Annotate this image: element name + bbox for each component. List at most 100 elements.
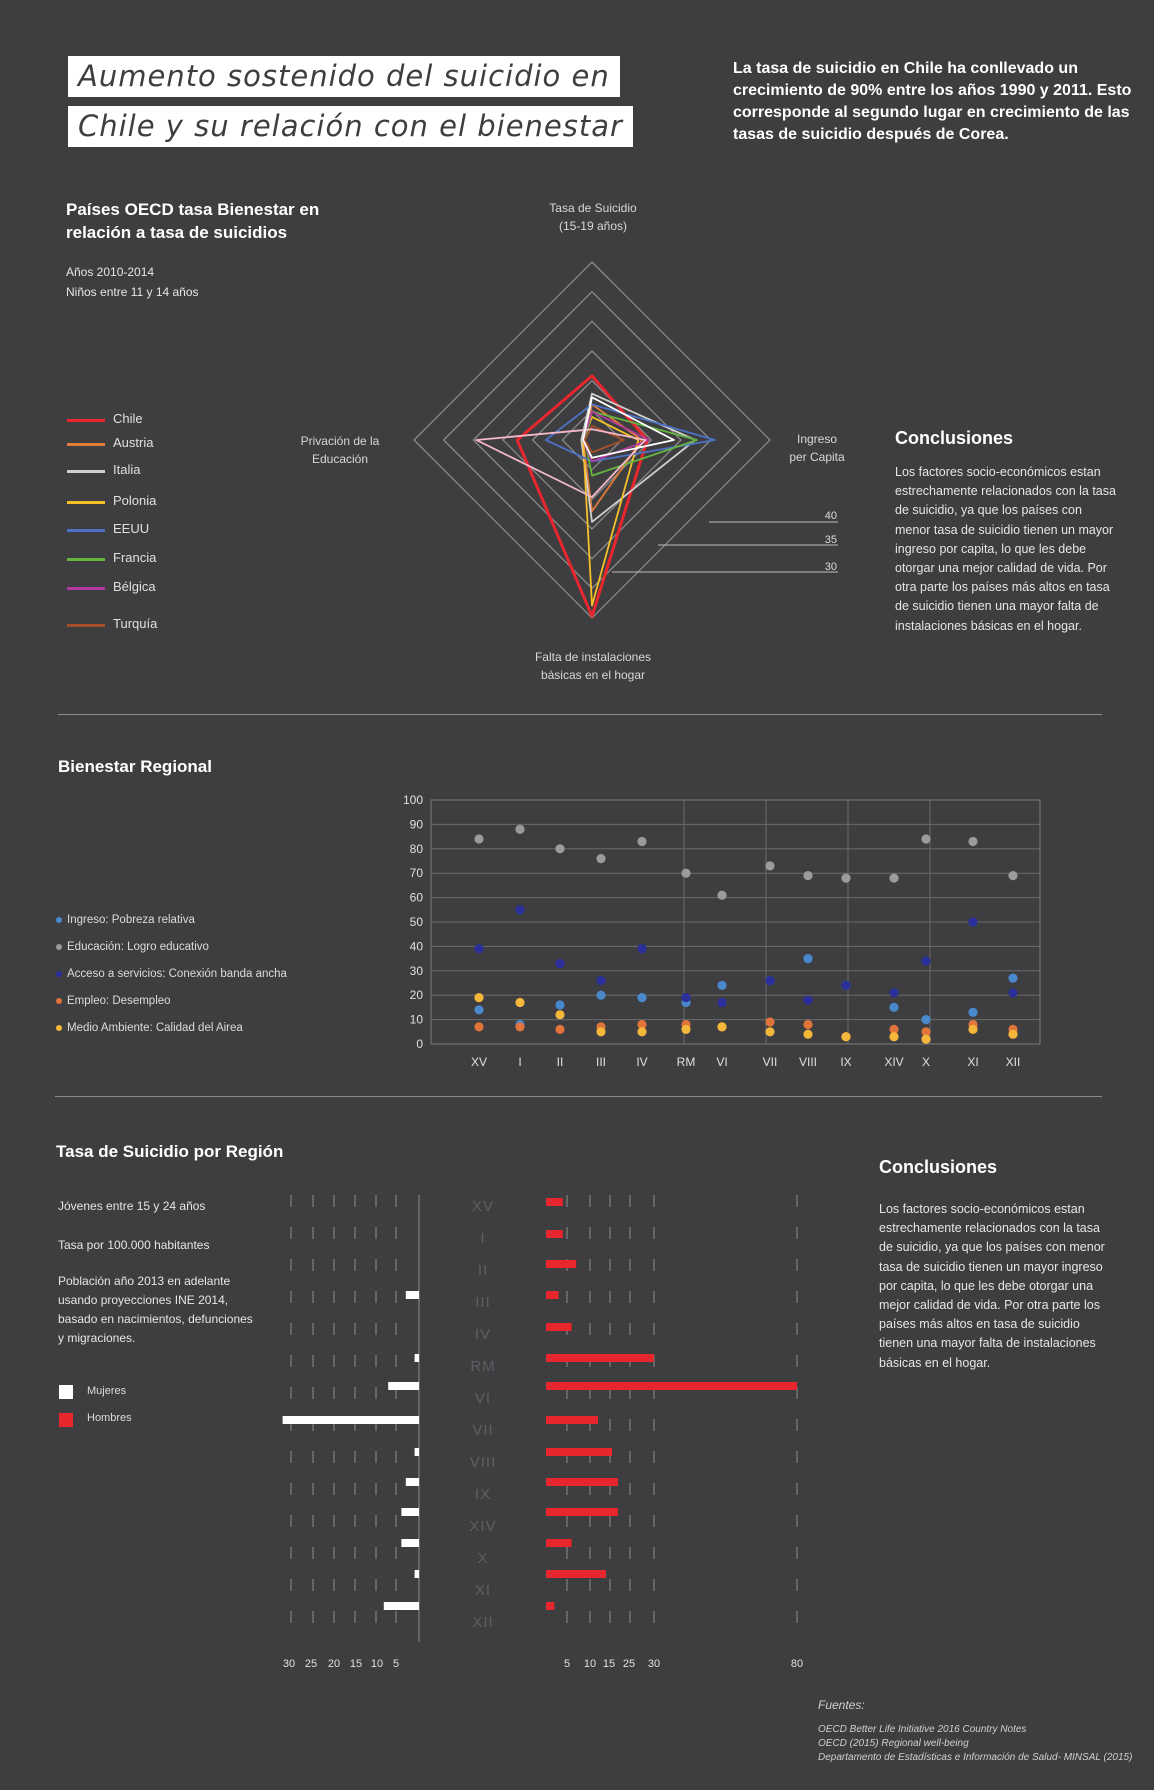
bars-right-tick: 25 xyxy=(623,1658,635,1670)
axis-label-facilities-2: básicas en el hogar xyxy=(541,668,645,682)
source-line-1: OECD Better Life Initiative 2016 Country… xyxy=(818,1724,1027,1735)
bars-region-xii: XII xyxy=(472,1614,493,1631)
scatter-ytick: 0 xyxy=(416,1037,423,1051)
bars-left-tick: 30 xyxy=(283,1658,295,1670)
radar-conclusions-text: Los factores socio-económicos estan estr… xyxy=(895,465,1116,633)
scatter-point-s3-ii xyxy=(555,1024,565,1034)
legend-men-swatch xyxy=(59,1413,73,1427)
scatter-xtick-ix: IX xyxy=(840,1055,851,1069)
scatter-point-s2-ii xyxy=(555,958,565,969)
scatter-point-s2-xi xyxy=(968,917,978,927)
scatter-xtick-vii: VII xyxy=(763,1055,778,1069)
legend-swatch-polonia xyxy=(67,501,105,504)
scatter-legend-dot-3 xyxy=(56,997,62,1004)
scatter-title: Bienestar Regional xyxy=(58,757,212,776)
scatter-point-s1-xi xyxy=(968,836,978,847)
legend-men-label: Hombres xyxy=(87,1412,132,1424)
scatter-point-s4-xiv xyxy=(889,1032,899,1042)
scatter-xtick-xiv: XIV xyxy=(884,1055,903,1069)
bar-women-row-4 xyxy=(414,1354,419,1362)
bar-men-row-10 xyxy=(546,1508,618,1516)
axis-label-facilities-1: Falta de instalaciones xyxy=(535,650,651,664)
scatter-point-s1-xiv xyxy=(889,873,899,883)
scatter-point-s4-xii xyxy=(1008,1029,1018,1039)
scatter-ytick: 30 xyxy=(410,964,424,978)
source-line-3: Departamento de Estadísticas e Informaci… xyxy=(818,1752,1133,1763)
scatter-ytick: 90 xyxy=(410,817,424,831)
bars-note-age: Jóvenes entre 15 y 24 años xyxy=(58,1199,206,1213)
bars-right-tick: 30 xyxy=(648,1658,660,1670)
radar-scale-35: 35 xyxy=(825,534,837,546)
scatter-point-s1-x xyxy=(921,834,931,844)
scatter-point-s2-rm xyxy=(681,993,691,1003)
bars-title: Tasa de Suicidio por Región xyxy=(56,1142,284,1161)
bars-right-tick: 80 xyxy=(791,1658,803,1670)
bar-men-row-13 xyxy=(546,1602,555,1610)
scatter-point-s4-xi xyxy=(968,1024,978,1034)
bar-women-row-11 xyxy=(414,1570,419,1578)
scatter-legend-dot-2 xyxy=(56,970,62,977)
scatter-legend-item-3: Empleo: Desempleo xyxy=(56,995,171,1007)
scatter-legend-item-4: Medio Ambiente: Calidad del Airea xyxy=(56,1022,243,1034)
bars-left-tick: 15 xyxy=(350,1658,362,1670)
scatter-legend-item-2: Acceso a servicios: Conexión banda ancha xyxy=(56,968,287,980)
axis-label-suicide-1: Tasa de Suicidio xyxy=(549,201,637,215)
radar-grid-ring xyxy=(472,320,712,560)
legend-label-bélgica: Bélgica xyxy=(113,579,156,594)
bars-left-tick: 25 xyxy=(305,1658,317,1670)
radar-title: Países OECD tasa Bienestar en relación a… xyxy=(66,200,320,242)
legend-swatch-italia xyxy=(67,470,105,473)
bar-women-row-7 xyxy=(414,1448,419,1456)
scatter-ytick: 80 xyxy=(410,842,424,856)
scatter-point-s4-iv xyxy=(637,1027,647,1037)
scatter-ytick: 10 xyxy=(410,1013,424,1027)
axis-label-income-2: per Capita xyxy=(789,450,845,464)
scatter-legend-item-0: Ingreso: Pobreza relativa xyxy=(56,914,195,926)
scatter-xtick-i: I xyxy=(518,1055,521,1069)
scatter-point-s0-iii xyxy=(596,990,606,1000)
bars-region-rm: RM xyxy=(470,1358,495,1375)
scatter-point-s4-iii xyxy=(596,1027,606,1037)
scatter-point-s4-ix xyxy=(841,1032,851,1042)
scatter-point-s4-vi xyxy=(717,1022,727,1032)
scatter-frame xyxy=(430,799,1041,1045)
bars-region-xi: XI xyxy=(475,1582,491,1599)
bars-right-tick: 10 xyxy=(584,1658,596,1670)
scatter-point-s3-vii xyxy=(765,1017,775,1027)
section-divider-1 xyxy=(58,714,1102,715)
scatter-point-s2-xii xyxy=(1008,988,1018,998)
scatter-point-s1-i xyxy=(515,824,525,834)
scatter-point-s4-i xyxy=(515,997,525,1008)
scatter-point-s0-x xyxy=(921,1015,931,1025)
scatter-point-s1-ix xyxy=(841,873,851,883)
radar-series-extra-8 xyxy=(475,428,647,498)
radar-kids: Niños entre 11 y 14 años xyxy=(66,285,199,299)
source-line-2: OECD (2015) Regional well-being xyxy=(818,1738,969,1749)
scatter-xtick-xv: XV xyxy=(471,1055,487,1069)
radar-grid-ring xyxy=(413,261,771,619)
legend-label-italia: Italia xyxy=(113,462,141,477)
bar-women-row-5 xyxy=(388,1382,419,1390)
scatter-point-s1-viii xyxy=(803,871,813,881)
scatter-legend-item-1: Educación: Logro educativo xyxy=(56,941,209,953)
scatter-point-s4-viii xyxy=(803,1029,813,1039)
scatter-xtick-iv: IV xyxy=(636,1055,647,1069)
scatter-point-s2-vii xyxy=(765,976,775,986)
axis-label-income-1: Ingreso xyxy=(797,432,837,446)
legend-swatch-bélgica xyxy=(67,587,105,590)
bars-region-viii: VIII xyxy=(470,1454,497,1471)
legend-label-turquía: Turquía xyxy=(113,616,158,631)
radar-grid-ring xyxy=(502,350,682,530)
scatter-point-s0-xii xyxy=(1008,973,1018,983)
bars-conclusions-title: Conclusiones xyxy=(879,1157,998,1177)
bar-men-row-6 xyxy=(546,1382,797,1390)
legend-women-swatch xyxy=(59,1385,73,1399)
bar-women-row-12 xyxy=(383,1602,419,1610)
bar-men-row-2 xyxy=(546,1260,577,1268)
legend-swatch-turquía xyxy=(67,624,105,627)
bars-left-tick: 20 xyxy=(328,1658,340,1670)
scatter-point-s0-xv xyxy=(474,1005,484,1015)
scatter-point-s1-ii xyxy=(555,844,565,854)
bar-men-row-12 xyxy=(546,1570,606,1578)
